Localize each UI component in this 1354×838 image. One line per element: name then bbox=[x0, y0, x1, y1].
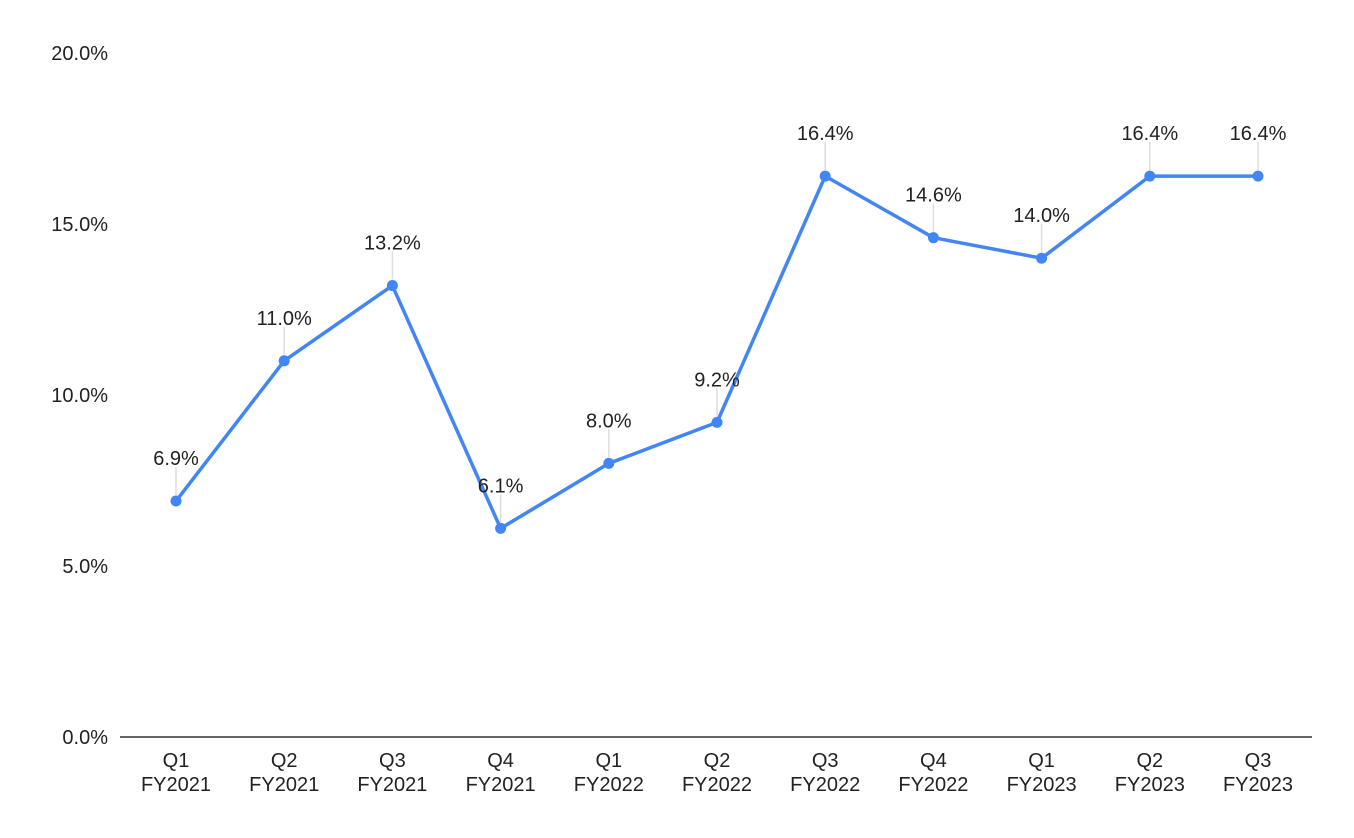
x-tick-label: Q4 FY2022 bbox=[898, 750, 968, 796]
x-tick-label: Q3 FY2021 bbox=[357, 750, 427, 796]
data-label-leaders bbox=[175, 142, 1259, 523]
data-label: 16.4% bbox=[1230, 123, 1287, 145]
x-tick-year: FY2022 bbox=[898, 774, 968, 796]
data-label: 11.0% bbox=[257, 308, 312, 330]
x-tick-year: FY2022 bbox=[790, 774, 860, 796]
data-label: 6.9% bbox=[153, 448, 199, 470]
data-points bbox=[170, 170, 1264, 534]
x-tick-year: FY2023 bbox=[1007, 774, 1077, 796]
x-tick-year: FY2023 bbox=[1223, 774, 1293, 796]
x-tick-label: Q1 FY2023 bbox=[1007, 750, 1077, 796]
data-label: 14.0% bbox=[1013, 205, 1070, 227]
x-tick-quarter: Q2 bbox=[1136, 750, 1163, 772]
data-point[interactable] bbox=[386, 280, 398, 292]
y-tick-label: 15.0% bbox=[51, 214, 108, 236]
x-tick-year: FY2021 bbox=[249, 774, 319, 796]
x-tick-quarter: Q3 bbox=[379, 750, 406, 772]
x-tick-quarter: Q1 bbox=[163, 750, 190, 772]
x-tick-label: Q1 FY2021 bbox=[141, 750, 211, 796]
x-tick-quarter: Q4 bbox=[920, 750, 947, 772]
data-label: 9.2% bbox=[694, 369, 740, 391]
data-point[interactable] bbox=[170, 495, 182, 507]
x-tick-year: FY2022 bbox=[574, 774, 644, 796]
data-point[interactable] bbox=[819, 170, 831, 182]
x-tick-label: Q1 FY2022 bbox=[574, 750, 644, 796]
x-tick-quarter: Q3 bbox=[812, 750, 839, 772]
data-label: 13.2% bbox=[364, 233, 421, 255]
y-axis-ticks: 0.0% 5.0% 10.0% 15.0% 20.0% bbox=[51, 43, 108, 749]
data-point[interactable] bbox=[495, 522, 507, 534]
x-tick-quarter: Q1 bbox=[595, 750, 622, 772]
x-tick-year: FY2021 bbox=[466, 774, 536, 796]
x-tick-label: Q3 FY2022 bbox=[790, 750, 860, 796]
y-tick-label: 0.0% bbox=[62, 727, 108, 749]
data-labels: 6.9% 11.0% 13.2% 6.1% 8.0% 9.2% 16.4% 14.6% 14.0… bbox=[153, 123, 1286, 497]
x-tick-year: FY2022 bbox=[682, 774, 752, 796]
x-tick-year: FY2021 bbox=[141, 774, 211, 796]
x-tick-quarter: Q2 bbox=[704, 750, 731, 772]
x-tick-quarter: Q3 bbox=[1245, 750, 1272, 772]
y-tick-label: 5.0% bbox=[62, 556, 108, 578]
data-point[interactable] bbox=[603, 457, 615, 469]
data-label: 6.1% bbox=[478, 475, 524, 497]
data-point[interactable] bbox=[1144, 170, 1156, 182]
y-tick-label: 10.0% bbox=[51, 385, 108, 407]
data-point[interactable] bbox=[711, 416, 723, 428]
data-point[interactable] bbox=[927, 232, 939, 244]
data-point[interactable] bbox=[278, 355, 290, 367]
x-tick-quarter: Q2 bbox=[271, 750, 298, 772]
data-point[interactable] bbox=[1252, 170, 1264, 182]
x-tick-year: FY2023 bbox=[1115, 774, 1185, 796]
x-tick-label: Q2 FY2021 bbox=[249, 750, 319, 796]
x-tick-quarter: Q4 bbox=[487, 750, 514, 772]
x-tick-quarter: Q1 bbox=[1028, 750, 1055, 772]
x-tick-label: Q3 FY2023 bbox=[1223, 750, 1293, 796]
y-tick-label: 20.0% bbox=[51, 43, 108, 65]
data-label: 16.4% bbox=[1121, 123, 1178, 145]
x-tick-label: Q4 FY2021 bbox=[466, 750, 536, 796]
data-label: 16.4% bbox=[797, 123, 854, 145]
data-label: 14.6% bbox=[905, 185, 962, 207]
data-point[interactable] bbox=[1036, 252, 1048, 264]
x-tick-label: Q2 FY2022 bbox=[682, 750, 752, 796]
x-tick-year: FY2021 bbox=[357, 774, 427, 796]
data-label: 8.0% bbox=[586, 410, 632, 432]
series-line bbox=[174, 174, 1260, 531]
x-tick-label: Q2 FY2023 bbox=[1115, 750, 1185, 796]
